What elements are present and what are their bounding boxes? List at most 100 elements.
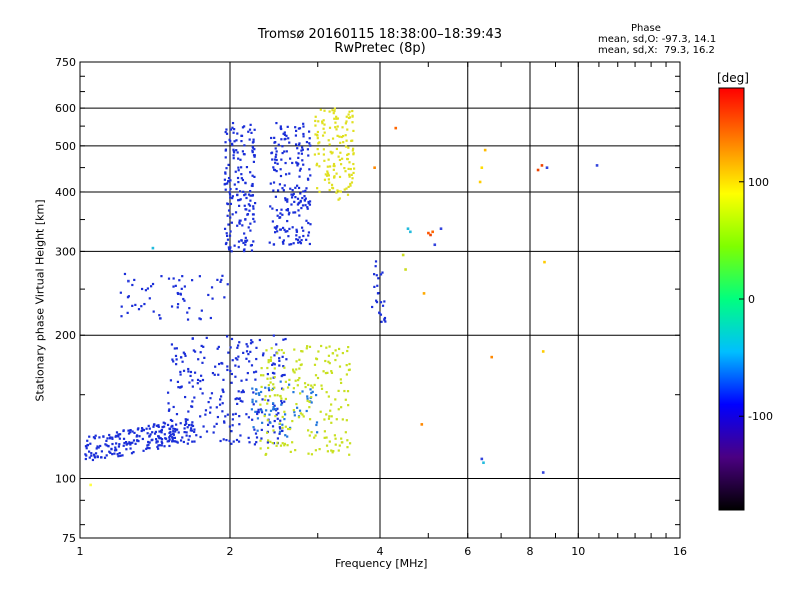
data-point <box>318 165 321 168</box>
data-point <box>336 354 339 357</box>
data-point <box>84 453 87 456</box>
data-point <box>284 173 288 176</box>
y-tick-label: 75 <box>62 532 76 545</box>
data-point <box>173 436 177 440</box>
data-point <box>183 427 186 430</box>
data-point <box>297 127 300 130</box>
data-point <box>191 400 194 403</box>
data-point <box>287 235 290 238</box>
data-point <box>255 441 258 444</box>
data-point <box>216 347 219 350</box>
data-point <box>272 383 275 386</box>
data-point <box>244 182 247 185</box>
data-point <box>84 445 88 448</box>
data-point <box>297 241 300 244</box>
data-point <box>302 415 305 418</box>
data-point <box>287 137 290 140</box>
data-point <box>267 399 270 402</box>
data-point <box>288 378 291 381</box>
data-point <box>286 198 289 201</box>
data-point <box>225 234 229 237</box>
data-point <box>271 207 274 210</box>
data-point <box>352 152 355 155</box>
data-point <box>209 411 212 414</box>
data-point <box>251 174 254 177</box>
y-tick-label: 200 <box>55 329 76 342</box>
data-point <box>294 134 298 137</box>
data-point <box>238 415 241 418</box>
data-point <box>298 169 302 172</box>
data-point <box>348 161 351 164</box>
data-point <box>345 187 348 190</box>
data-point <box>302 122 305 125</box>
data-point <box>286 208 290 211</box>
data-point <box>283 133 287 136</box>
data-point <box>278 422 282 425</box>
data-point <box>284 199 287 202</box>
data-point <box>129 443 132 446</box>
data-point <box>272 408 275 411</box>
data-point <box>314 393 318 397</box>
data-point <box>301 196 304 200</box>
data-point <box>291 226 294 229</box>
data-point <box>249 189 252 193</box>
data-point <box>325 413 328 416</box>
data-point <box>300 350 303 353</box>
data-point <box>277 143 280 146</box>
data-point <box>104 443 107 446</box>
data-point <box>333 164 336 168</box>
data-point <box>122 437 126 440</box>
data-point <box>109 451 112 454</box>
data-point <box>298 376 301 380</box>
data-point <box>255 436 259 439</box>
data-point <box>286 230 289 233</box>
y-tick-label: 400 <box>55 186 76 199</box>
data-point <box>326 170 329 173</box>
data-point <box>239 198 242 201</box>
data-point <box>351 139 354 142</box>
data-point <box>218 362 221 366</box>
data-point <box>351 109 354 113</box>
data-point <box>276 407 279 410</box>
data-point <box>323 123 326 126</box>
data-point <box>243 232 246 235</box>
data-point <box>155 441 158 444</box>
data-point <box>131 441 134 444</box>
data-point <box>247 353 250 356</box>
data-point <box>281 442 284 445</box>
data-point <box>296 164 299 167</box>
data-point <box>269 377 272 380</box>
data-point <box>345 120 348 123</box>
data-point <box>175 440 178 443</box>
data-point <box>273 394 276 397</box>
data-point <box>84 457 87 461</box>
data-point <box>323 436 326 439</box>
data-point <box>295 230 298 233</box>
data-point <box>346 157 349 161</box>
data-point <box>282 189 285 192</box>
data-point <box>292 211 295 214</box>
data-point <box>106 437 109 440</box>
data-point <box>117 445 121 448</box>
data-point <box>145 427 148 430</box>
data-point <box>115 434 118 437</box>
data-point <box>260 437 263 440</box>
data-point <box>236 193 239 196</box>
data-point <box>341 418 344 421</box>
data-point <box>237 344 240 347</box>
data-point <box>252 140 255 143</box>
data-point <box>158 437 161 440</box>
data-point <box>96 445 99 448</box>
data-point <box>285 134 288 137</box>
data-point <box>97 446 100 449</box>
data-point <box>248 128 252 131</box>
data-point <box>122 444 125 447</box>
data-point <box>256 429 259 432</box>
data-point <box>89 442 92 445</box>
data-point <box>309 174 312 177</box>
data-point <box>241 178 245 182</box>
data-point <box>179 373 182 376</box>
data-point <box>225 335 229 338</box>
data-point <box>152 425 155 428</box>
data-point <box>240 166 243 169</box>
